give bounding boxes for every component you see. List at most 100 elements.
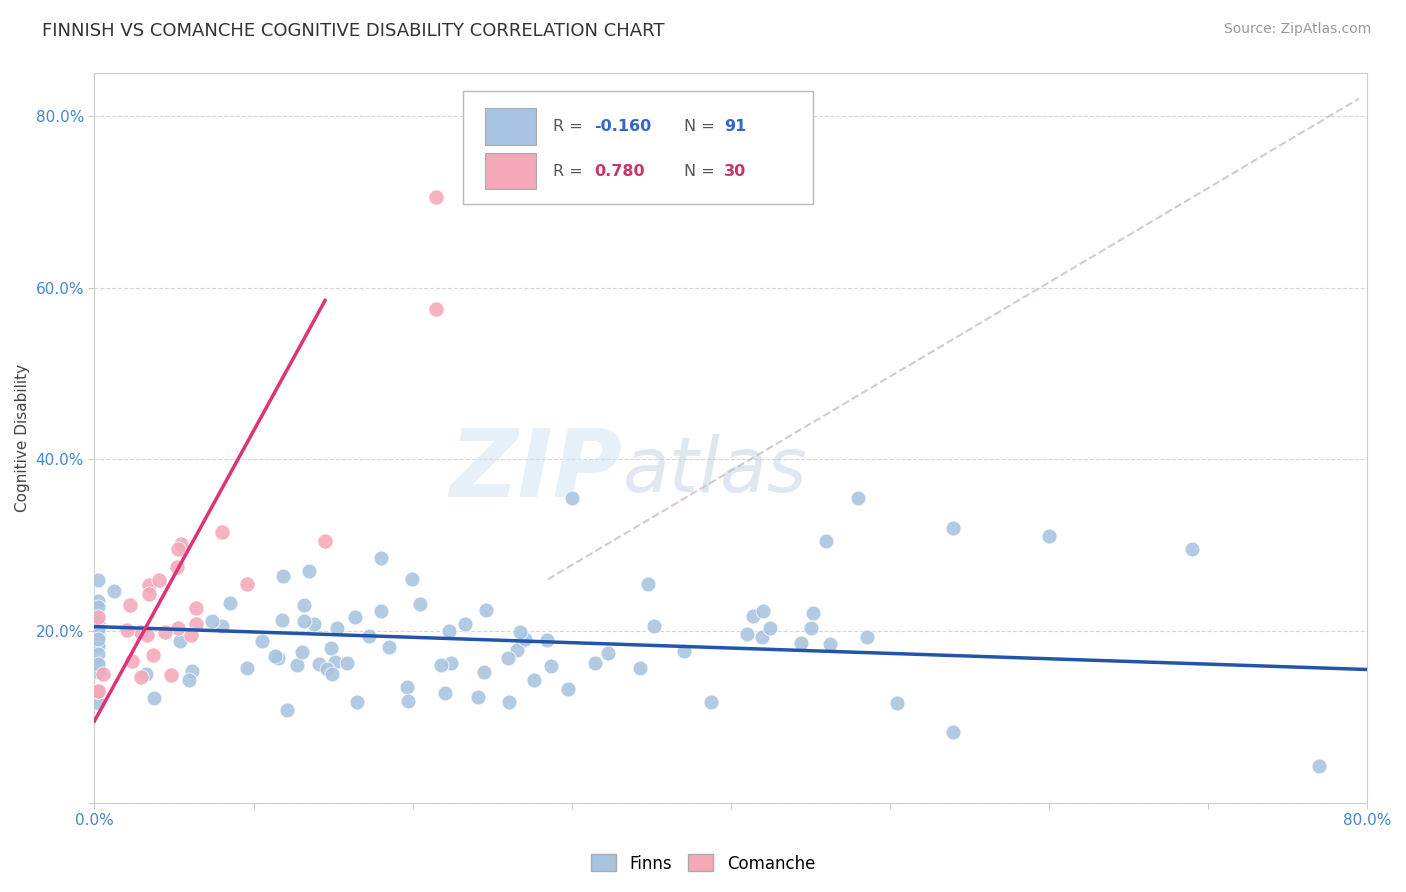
Text: N =: N = bbox=[683, 120, 720, 134]
Point bbox=[467, 690, 489, 704]
Point bbox=[522, 673, 544, 688]
Point bbox=[321, 666, 343, 681]
Point bbox=[425, 301, 447, 316]
Point bbox=[184, 601, 207, 615]
Text: 91: 91 bbox=[724, 120, 747, 134]
Point bbox=[557, 682, 579, 697]
Text: N =: N = bbox=[683, 163, 720, 178]
Point bbox=[115, 623, 138, 637]
Point bbox=[135, 627, 157, 641]
Point bbox=[86, 609, 108, 624]
Point bbox=[86, 638, 108, 652]
Point bbox=[536, 633, 558, 648]
Point bbox=[166, 541, 188, 556]
Point bbox=[160, 668, 183, 682]
Point bbox=[86, 684, 108, 698]
Point bbox=[143, 690, 166, 705]
Legend: Finns, Comanche: Finns, Comanche bbox=[583, 847, 823, 880]
Point bbox=[396, 694, 419, 708]
Point bbox=[219, 597, 242, 611]
Point bbox=[211, 525, 233, 540]
Point bbox=[401, 572, 423, 586]
Point bbox=[643, 619, 665, 633]
Point bbox=[700, 695, 723, 709]
Point bbox=[294, 614, 316, 628]
Point bbox=[86, 574, 108, 588]
Point bbox=[319, 640, 342, 655]
Point bbox=[314, 533, 336, 548]
Point bbox=[86, 659, 108, 673]
Point bbox=[266, 650, 288, 665]
Point bbox=[292, 598, 315, 612]
Point bbox=[138, 587, 160, 601]
Point bbox=[498, 650, 520, 665]
Text: R =: R = bbox=[553, 120, 588, 134]
Point bbox=[86, 632, 108, 647]
Point bbox=[308, 657, 330, 671]
Point bbox=[285, 658, 308, 673]
Point bbox=[93, 667, 115, 681]
Point bbox=[378, 640, 401, 654]
Point bbox=[475, 603, 498, 617]
Point bbox=[180, 665, 202, 679]
Point bbox=[315, 662, 337, 676]
Text: 30: 30 bbox=[724, 163, 747, 178]
Point bbox=[439, 656, 461, 670]
Point bbox=[474, 665, 496, 679]
Y-axis label: Cognitive Disability: Cognitive Disability bbox=[15, 364, 30, 512]
Point bbox=[673, 643, 696, 657]
Point bbox=[86, 622, 108, 636]
Point bbox=[271, 613, 294, 627]
Point bbox=[86, 627, 108, 641]
Point bbox=[179, 673, 201, 688]
Point bbox=[86, 594, 108, 608]
Point bbox=[735, 627, 758, 641]
Point bbox=[170, 537, 193, 551]
Point bbox=[561, 491, 583, 505]
Point bbox=[510, 634, 533, 648]
Point bbox=[86, 622, 108, 636]
Point bbox=[439, 624, 461, 639]
Point bbox=[506, 643, 529, 657]
Point bbox=[942, 521, 965, 535]
Point bbox=[801, 606, 824, 620]
Point bbox=[166, 560, 188, 574]
Point bbox=[1038, 529, 1060, 543]
Point bbox=[211, 618, 233, 632]
Point bbox=[271, 569, 294, 583]
Point bbox=[430, 658, 453, 673]
Point bbox=[800, 621, 823, 635]
Point bbox=[201, 614, 224, 628]
Point bbox=[409, 598, 432, 612]
Point bbox=[86, 684, 108, 698]
Point bbox=[1181, 542, 1204, 557]
Point bbox=[752, 604, 775, 618]
Point bbox=[291, 645, 314, 659]
Point bbox=[346, 695, 368, 709]
FancyBboxPatch shape bbox=[485, 108, 536, 145]
Point bbox=[790, 635, 813, 649]
Point bbox=[86, 657, 108, 671]
Point bbox=[86, 639, 108, 653]
Point bbox=[167, 621, 190, 635]
Point bbox=[129, 624, 152, 639]
Point bbox=[344, 609, 367, 624]
Point bbox=[121, 654, 143, 668]
Point bbox=[86, 648, 108, 662]
Point bbox=[298, 564, 321, 578]
Text: FINNISH VS COMANCHE COGNITIVE DISABILITY CORRELATION CHART: FINNISH VS COMANCHE COGNITIVE DISABILITY… bbox=[42, 22, 665, 40]
Point bbox=[454, 616, 477, 631]
Point bbox=[263, 648, 285, 663]
Point bbox=[759, 621, 782, 635]
Point bbox=[637, 576, 659, 591]
Point bbox=[86, 615, 108, 630]
FancyBboxPatch shape bbox=[464, 91, 813, 204]
Text: R =: R = bbox=[553, 163, 588, 178]
Point bbox=[326, 621, 349, 635]
Text: 0.780: 0.780 bbox=[595, 163, 645, 178]
Point bbox=[236, 660, 259, 674]
Point bbox=[169, 634, 191, 648]
Point bbox=[86, 684, 108, 698]
Text: ZIP: ZIP bbox=[450, 425, 623, 516]
Point bbox=[370, 550, 392, 565]
